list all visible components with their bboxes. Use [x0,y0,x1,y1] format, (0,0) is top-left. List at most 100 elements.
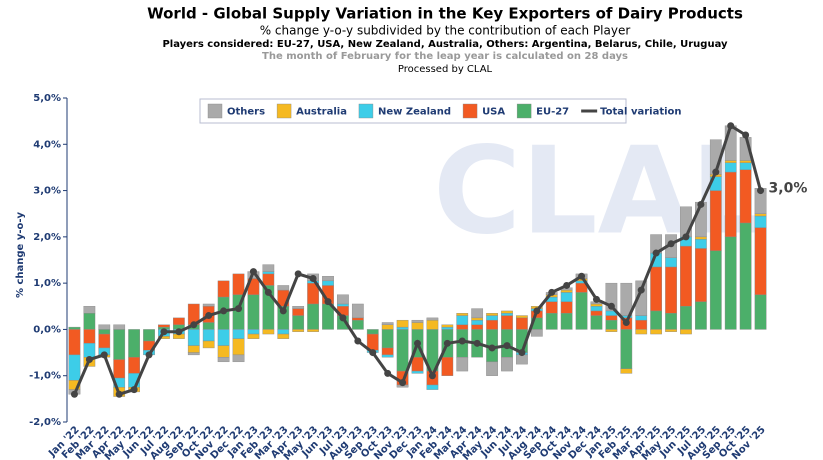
bar-segment [232,329,245,339]
bar-segment [590,306,603,312]
bar-segment [486,319,498,330]
legend-swatch [462,103,478,119]
bar-segment [351,319,364,330]
bar-segment [739,162,752,170]
bar-segment [426,317,439,321]
bar-segment [396,319,409,328]
bar-segment [605,282,618,312]
total-point [652,249,660,257]
bar-segment [262,329,275,335]
bar-segment [187,329,200,346]
total-point [354,337,362,345]
bar-segment [277,333,290,339]
bar-segment [471,308,484,319]
bar-segment [724,160,737,164]
bar-segment [486,361,498,376]
bar-segment [739,169,752,224]
bar-segment [98,329,111,335]
bar-segment [172,317,185,326]
legend-label: Australia [296,107,347,118]
bar-segment [247,333,260,339]
legend-swatch [358,103,374,119]
bar-segment [68,329,81,356]
bar-segment [277,285,290,291]
value-label: 3,0% [769,181,808,197]
bar-segment [411,322,424,330]
total-point [607,302,615,310]
leap-note: The month of February for the leap year … [262,51,628,62]
bar-segment [456,324,469,330]
bar-segment [605,329,618,332]
bar-segment [650,310,663,330]
bar-segment [277,329,290,335]
bar-segment [83,313,96,330]
y-tick-label: 3,0% [33,186,61,197]
bar-segment [605,315,618,321]
bar-segment [590,303,603,307]
total-point [100,351,108,359]
bar-segment [560,301,573,314]
total-point [175,328,183,336]
y-tick-label: -2,0% [29,417,61,428]
total-point [697,200,705,208]
bar-segment [501,310,513,314]
bar-segment [396,326,409,330]
bar-segment [113,324,126,330]
total-point [428,372,436,380]
bar-segment [128,329,140,358]
bar-segment [635,315,648,321]
legend-swatch [207,103,223,119]
total-point [279,307,287,315]
chart-title: World - Global Supply Variation in the K… [147,5,743,23]
bar-segment [292,315,305,330]
bar-segment [292,329,305,332]
total-point [324,298,332,306]
bar-segment [560,289,573,293]
bar-segment [665,329,677,332]
bar-segment [471,324,484,330]
bar-segment [366,329,379,335]
bar-segment [322,276,334,282]
total-point [294,270,302,278]
bar-segment [754,294,767,330]
bar-segment [605,319,618,330]
bar-segment [68,326,81,330]
bar-segment [337,294,349,305]
bar-segment [187,345,200,353]
bar-segment [665,266,677,314]
total-point [578,272,586,280]
total-point [130,386,138,394]
bar-segment [501,357,513,372]
total-point [384,369,392,377]
bar-segment [754,215,767,228]
bar-segment [158,336,170,339]
bar-segment [307,329,319,332]
total-point [503,342,511,350]
y-tick-label: 4,0% [33,139,61,150]
legend-label: USA [482,107,505,118]
bar-segment [530,329,543,337]
bar-segment [709,190,722,251]
total-point [190,321,198,329]
total-point [220,307,228,315]
total-point [70,390,78,398]
bar-segment [545,313,558,330]
bar-segment [202,322,215,330]
total-point [488,344,496,352]
bar-segment [292,306,305,309]
bar-segment [516,354,528,365]
bar-segment [98,324,111,330]
bar-segment [411,370,424,374]
total-point [742,131,750,139]
bar-segment [247,294,260,330]
total-point [727,122,735,130]
bar-segment [128,357,140,374]
bar-segment [202,329,215,342]
bar-segment [680,245,692,307]
bar-segment [665,313,677,330]
bar-segment [635,329,648,335]
bar-segment [202,303,215,307]
total-point [518,349,526,357]
bar-segment [232,354,245,363]
processed-by: Processed by CLAL [398,64,493,75]
